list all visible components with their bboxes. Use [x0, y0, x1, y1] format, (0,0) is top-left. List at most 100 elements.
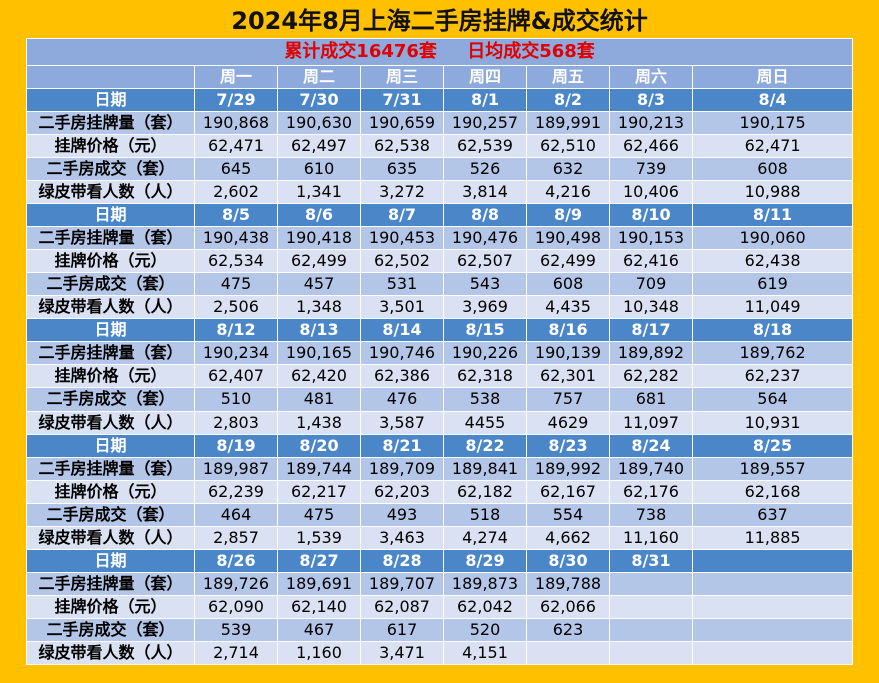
- value-cell: 190,213: [609, 111, 693, 136]
- value-cell: 4629: [526, 410, 610, 435]
- row-label: 日期: [26, 433, 195, 458]
- value-cell: 189,841: [443, 456, 527, 481]
- value-cell: [609, 571, 693, 596]
- viewers-row: 绿皮带看人数（人） 2,506 1,348 3,501 3,969 4,435 10,348…: [26, 295, 854, 320]
- value-cell: 4,216: [526, 180, 610, 205]
- weekday-header-row: 周一 周二 周三 周四 周五 周六 周日: [26, 65, 854, 90]
- date-cell: 8/29: [443, 548, 527, 573]
- weekday-header-cell: 周六: [609, 65, 693, 90]
- date-cell: 7/30: [277, 88, 361, 113]
- value-cell: 190,438: [194, 226, 278, 251]
- date-cell: 8/9: [526, 203, 610, 228]
- value-cell: 2,803: [194, 410, 278, 435]
- date-row: 日期 8/19 8/20 8/21 8/22 8/23 8/24 8/25: [26, 433, 854, 458]
- page-title: 2024年8月上海二手房挂牌&成交统计: [231, 7, 648, 35]
- weekday-corner-cell: [26, 65, 195, 90]
- row-label: 二手房成交（套）: [26, 502, 195, 527]
- value-cell: 2,506: [194, 295, 278, 320]
- date-cell: 8/3: [609, 88, 693, 113]
- value-cell: 62,239: [194, 479, 278, 504]
- date-cell: 8/19: [194, 433, 278, 458]
- date-cell: 8/21: [360, 433, 444, 458]
- value-cell: 190,153: [609, 226, 693, 251]
- viewers-row: 绿皮带看人数（人） 2,857 1,539 3,463 4,274 4,662 11,160…: [26, 525, 854, 550]
- value-cell: 2,857: [194, 525, 278, 550]
- value-cell: 62,471: [194, 134, 278, 159]
- value-cell: [609, 640, 693, 666]
- value-cell: 2,602: [194, 180, 278, 205]
- value-cell: 62,203: [360, 479, 444, 504]
- date-cell: 8/10: [609, 203, 693, 228]
- date-cell: 8/8: [443, 203, 527, 228]
- stats-table: 累计成交16476套 日均成交568套 周一 周二 周三 周四 周五 周六 周日…: [25, 37, 854, 666]
- value-cell: 3,501: [360, 295, 444, 320]
- value-cell: [526, 640, 610, 666]
- value-cell: 617: [360, 617, 444, 642]
- listing-price-row: 挂牌价格（元） 62,471 62,497 62,538 62,539 62,510 62,…: [26, 134, 854, 159]
- value-cell: 62,420: [277, 364, 361, 389]
- summary-cell: 累计成交16476套 日均成交568套: [25, 37, 854, 67]
- value-cell: 608: [691, 157, 854, 182]
- row-label: 挂牌价格（元）: [26, 134, 195, 159]
- value-cell: 62,140: [277, 594, 361, 619]
- value-cell: 510: [194, 387, 278, 412]
- date-cell: 7/29: [194, 88, 278, 113]
- value-cell: 1,341: [277, 180, 361, 205]
- value-cell: [691, 617, 854, 642]
- value-cell: 518: [443, 502, 527, 527]
- value-cell: 190,226: [443, 341, 527, 366]
- value-cell: 476: [360, 387, 444, 412]
- listing-count-row: 二手房挂牌量（套） 190,234 190,165 190,746 190,226 190…: [26, 341, 854, 366]
- row-label: 挂牌价格（元）: [26, 364, 195, 389]
- date-cell: 8/16: [526, 318, 610, 343]
- value-cell: 62,318: [443, 364, 527, 389]
- date-cell: 8/31: [609, 548, 693, 573]
- date-cell: 8/14: [360, 318, 444, 343]
- value-cell: 3,587: [360, 410, 444, 435]
- value-cell: 62,182: [443, 479, 527, 504]
- date-cell: 8/27: [277, 548, 361, 573]
- value-cell: 10,406: [609, 180, 693, 205]
- value-cell: 62,466: [609, 134, 693, 159]
- value-cell: 4,662: [526, 525, 610, 550]
- listing-count-row: 二手房挂牌量（套） 189,987 189,744 189,709 189,841 189…: [26, 456, 854, 481]
- value-cell: 635: [360, 157, 444, 182]
- value-cell: 190,418: [277, 226, 361, 251]
- value-cell: 645: [194, 157, 278, 182]
- weekday-header-cell: 周日: [691, 65, 854, 90]
- value-cell: 632: [526, 157, 610, 182]
- value-cell: 189,987: [194, 456, 278, 481]
- listing-price-row: 挂牌价格（元） 62,534 62,499 62,502 62,507 62,499 62,…: [26, 249, 854, 274]
- value-cell: 62,407: [194, 364, 278, 389]
- date-cell: 8/28: [360, 548, 444, 573]
- value-cell: 757: [526, 387, 610, 412]
- value-cell: 1,160: [277, 640, 361, 666]
- value-cell: 3,471: [360, 640, 444, 666]
- value-cell: 1,348: [277, 295, 361, 320]
- total-deals-text: 累计成交16476套: [284, 41, 437, 63]
- value-cell: 464: [194, 502, 278, 527]
- date-cell: 8/17: [609, 318, 693, 343]
- viewers-row: 绿皮带看人数（人） 2,714 1,160 3,471 4,151: [26, 640, 854, 666]
- deals-row: 二手房成交（套） 645 610 635 526 632 739 608: [26, 157, 854, 182]
- listing-count-row: 二手房挂牌量（套） 189,726 189,691 189,707 189,873 189…: [26, 571, 854, 596]
- value-cell: 189,992: [526, 456, 610, 481]
- value-cell: 4,151: [443, 640, 527, 666]
- value-cell: 62,507: [443, 249, 527, 274]
- weekday-header-cell: 周三: [360, 65, 444, 90]
- date-cell: 8/24: [609, 433, 693, 458]
- value-cell: 11,160: [609, 525, 693, 550]
- date-cell: 8/26: [194, 548, 278, 573]
- value-cell: 62,438: [691, 249, 854, 274]
- date-cell: 8/25: [691, 433, 854, 458]
- row-label: 绿皮带看人数（人）: [26, 640, 195, 666]
- row-label: 日期: [26, 88, 195, 113]
- value-cell: 62,237: [691, 364, 854, 389]
- value-cell: 62,090: [194, 594, 278, 619]
- row-label: 挂牌价格（元）: [26, 479, 195, 504]
- deals-row: 二手房成交（套） 510 481 476 538 757 681 564: [26, 387, 854, 412]
- value-cell: 62,042: [443, 594, 527, 619]
- value-cell: 190,060: [691, 226, 854, 251]
- date-cell: 8/5: [194, 203, 278, 228]
